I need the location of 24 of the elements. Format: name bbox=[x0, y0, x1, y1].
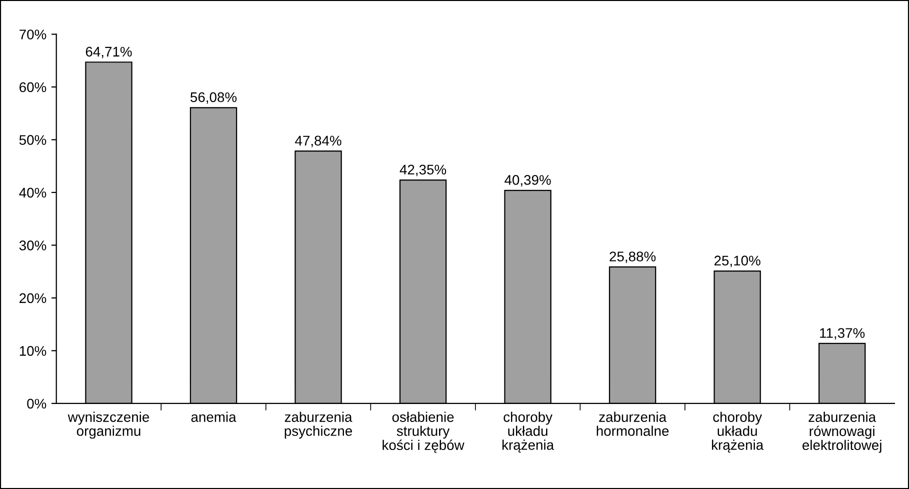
x-tick-label: zaburzenia psychiczne bbox=[284, 412, 352, 439]
data-label: 56,08% bbox=[190, 92, 237, 104]
y-tick-label: 10% bbox=[20, 346, 46, 356]
y-tick-label: 40% bbox=[19, 188, 46, 198]
y-tick-label: 60% bbox=[20, 82, 46, 92]
data-label: 47,84% bbox=[295, 136, 342, 148]
y-tick-label: 20% bbox=[20, 293, 46, 304]
data-label: 42,35% bbox=[400, 164, 446, 176]
data-label: 25,88% bbox=[610, 252, 656, 264]
y-tick-label: 70% bbox=[20, 30, 46, 40]
data-label: 25,10% bbox=[714, 256, 760, 268]
y-tick-label: 50% bbox=[19, 135, 46, 145]
x-tick-label: osłabienie struktury kości i zębów bbox=[382, 412, 464, 453]
y-tick-label: 0% bbox=[27, 398, 46, 409]
x-tick-label: zaburzenia hormonalne bbox=[596, 412, 669, 436]
x-tick-label: choroby układu krążenia bbox=[712, 412, 764, 453]
x-tick-label: wyniszczenie organizmu bbox=[68, 412, 150, 439]
data-label: 11,37% bbox=[820, 328, 865, 340]
x-tick-label: anemia bbox=[191, 412, 236, 422]
x-tick-label: choroby układu krążenia bbox=[502, 412, 554, 453]
y-tick-label: 30% bbox=[19, 240, 46, 250]
data-label: 40,39% bbox=[504, 175, 551, 187]
data-label: 64,71% bbox=[86, 46, 132, 58]
x-tick-label: zaburzenia równowagi elektrolitowej bbox=[802, 412, 882, 453]
